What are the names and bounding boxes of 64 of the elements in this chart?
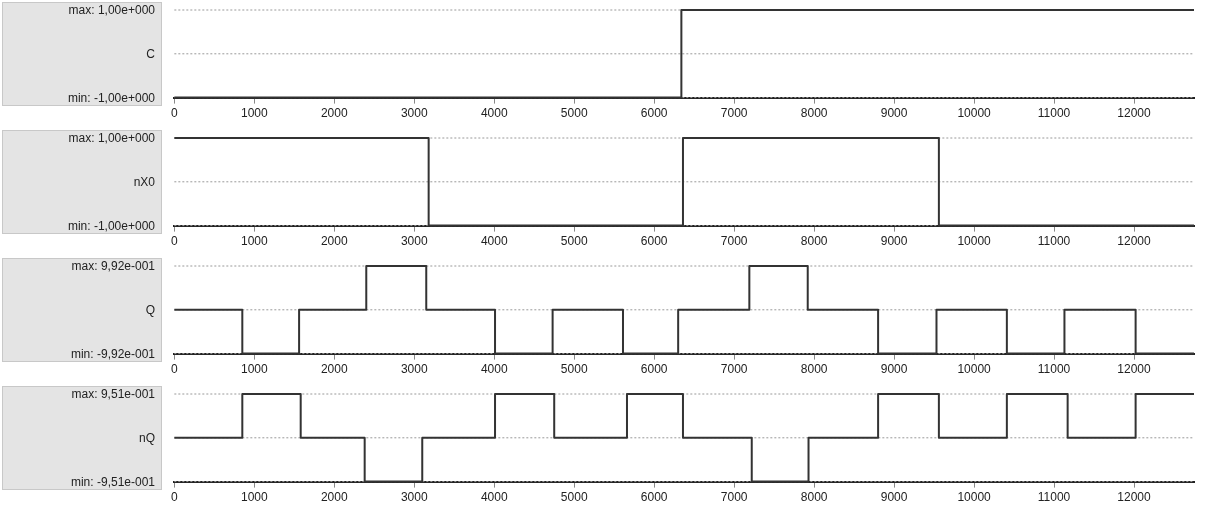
- x-tick-label: 11000: [1037, 106, 1071, 121]
- x-tick-label: 9000: [880, 234, 908, 249]
- text: min: -9,51e-001: [69, 474, 155, 489]
- x-tick-label: 9000: [880, 362, 908, 377]
- y-axis-title: Q: [144, 302, 155, 317]
- x-tick-label: 10000: [957, 490, 992, 505]
- text: max: 1,00e+000: [67, 131, 155, 145]
- x-tick-label: 7000: [720, 234, 748, 249]
- x-tick-label: 4000: [480, 362, 508, 377]
- x-tick-label: 5000: [560, 490, 588, 505]
- text: min: -1,00e+000: [66, 90, 155, 105]
- text: max: 1,00e+000: [67, 3, 155, 17]
- x-tick-label: 12000: [1117, 234, 1152, 249]
- x-tick-label: 1000: [240, 362, 268, 377]
- x-tick-label: 0: [170, 106, 178, 121]
- x-tick-label: 0: [170, 490, 178, 505]
- text: min: -1,00e+000: [66, 218, 155, 233]
- x-tick-label: 12000: [1117, 106, 1152, 121]
- y-axis-title: C: [145, 46, 155, 61]
- x-tick-label: 2000: [320, 490, 348, 505]
- y-axis-title: nX0: [132, 174, 155, 189]
- x-tick-label: 4000: [480, 106, 508, 121]
- x-tick-label: 4000: [480, 490, 508, 505]
- x-tick-label: 2000: [320, 106, 348, 121]
- x-tick-label: 6000: [640, 362, 668, 377]
- x-tick-label: 8000: [800, 490, 828, 505]
- x-tick-label: 3000: [400, 106, 428, 121]
- x-tick-label: 6000: [640, 234, 668, 249]
- x-tick-label: 5000: [560, 106, 588, 121]
- x-tick-label: 12000: [1117, 362, 1152, 377]
- text: max: 9,92e-001: [70, 259, 155, 273]
- x-tick-label: 3000: [400, 490, 428, 505]
- x-tick-label: 11000: [1037, 490, 1071, 505]
- x-tick-label: 9000: [880, 490, 908, 505]
- x-tick-label: 0: [170, 234, 178, 249]
- x-tick-label: 7000: [720, 490, 748, 505]
- text: min: -9,92e-001: [69, 346, 155, 361]
- x-tick-label: 11000: [1037, 362, 1071, 377]
- x-tick-label: 8000: [800, 234, 828, 249]
- x-tick-label: 10000: [957, 362, 992, 377]
- text: max: 9,51e-001: [70, 387, 155, 401]
- x-tick-label: 5000: [560, 362, 588, 377]
- x-tick-label: 1000: [240, 490, 268, 505]
- x-tick-label: 4000: [480, 234, 508, 249]
- x-tick-label: 11000: [1037, 234, 1071, 249]
- x-tick-label: 6000: [640, 106, 668, 121]
- x-tick-label: 12000: [1117, 490, 1152, 505]
- x-tick-label: 9000: [880, 106, 908, 121]
- x-tick-label: 10000: [957, 234, 992, 249]
- x-tick-label: 2000: [320, 362, 348, 377]
- x-tick-label: 3000: [400, 234, 428, 249]
- x-tick-label: 6000: [640, 490, 668, 505]
- x-tick-label: 10000: [957, 106, 992, 121]
- x-tick-label: 8000: [800, 106, 828, 121]
- x-tick-label: 7000: [720, 106, 748, 121]
- x-tick-label: 5000: [560, 234, 588, 249]
- x-tick-label: 8000: [800, 362, 828, 377]
- x-tick-label: 2000: [320, 234, 348, 249]
- x-tick-label: 3000: [400, 362, 428, 377]
- x-tick-label: 1000: [240, 106, 268, 121]
- x-tick-label: 7000: [720, 362, 748, 377]
- y-axis-title: nQ: [138, 430, 155, 445]
- x-tick-label: 1000: [240, 234, 268, 249]
- x-tick-label: 0: [170, 362, 178, 377]
